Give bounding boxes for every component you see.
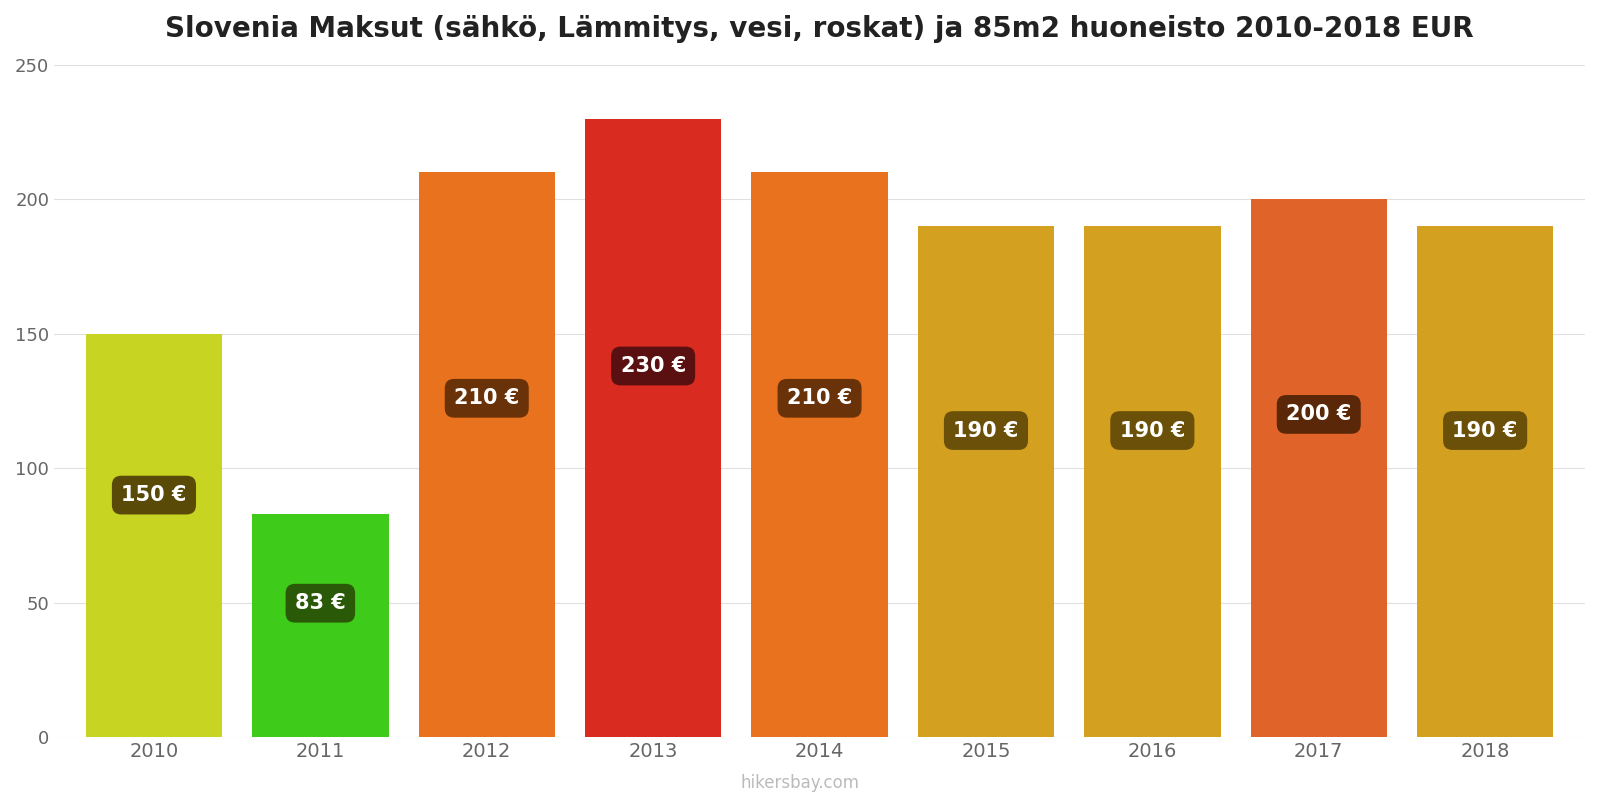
Text: 83 €: 83 € [294,594,346,614]
Bar [586,118,722,737]
Bar [918,226,1054,737]
Text: 190 €: 190 € [1453,421,1518,441]
Bar [1418,226,1554,737]
Text: 190 €: 190 € [954,421,1019,441]
Bar [1251,199,1387,737]
Text: 150 €: 150 € [122,485,187,505]
Bar [253,514,389,737]
Title: Slovenia Maksut (sähkö, Lämmitys, vesi, roskat) ja 85m2 huoneisto 2010-2018 EUR: Slovenia Maksut (sähkö, Lämmitys, vesi, … [165,15,1474,43]
Bar [1085,226,1221,737]
Text: hikersbay.com: hikersbay.com [741,774,859,792]
Text: 200 €: 200 € [1286,405,1352,425]
Bar [419,172,555,737]
Text: 210 €: 210 € [787,388,853,408]
Bar [86,334,222,737]
Text: 230 €: 230 € [621,356,686,376]
Text: 210 €: 210 € [454,388,520,408]
Bar [752,172,888,737]
Text: 190 €: 190 € [1120,421,1186,441]
